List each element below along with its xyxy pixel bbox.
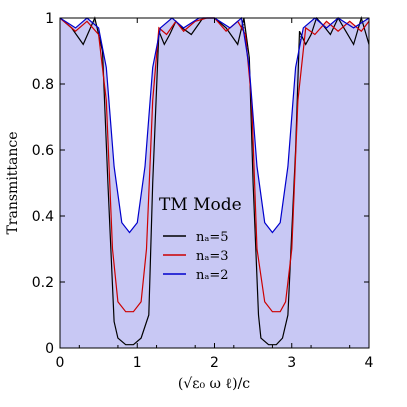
legend-title: TM Mode — [159, 195, 242, 215]
series-fills — [60, 18, 369, 348]
y-axis-label: Transmittance — [5, 131, 21, 234]
y-tick-label: 0.8 — [32, 77, 54, 93]
y-tick-label: 0.2 — [32, 275, 54, 291]
y-tick-label: 0.6 — [32, 143, 54, 159]
y-axis-ticks: 0 0.2 0.4 0.6 0.8 1 — [32, 11, 369, 357]
y-tick-label: 0 — [45, 341, 54, 357]
y-tick-label: 0.4 — [32, 209, 54, 225]
series-line-0 — [59, 15, 370, 346]
x-tick-label: 2 — [210, 355, 219, 371]
x-tick-label: 4 — [365, 355, 374, 371]
legend: TM Mode nₐ=5 nₐ=3 nₐ=2 — [159, 195, 242, 283]
x-tick-label: 0 — [56, 355, 65, 371]
y-tick-label: 1 — [45, 11, 54, 27]
legend-entry-label: nₐ=2 — [196, 268, 229, 283]
x-axis-label: (√ε₀ ω ℓ)/c — [178, 376, 250, 392]
series-fill-2 — [60, 18, 369, 348]
x-tick-label: 1 — [133, 355, 142, 371]
x-axis-ticks: 0 1 2 3 4 — [56, 18, 374, 371]
legend-entry-label: nₐ=3 — [196, 249, 229, 264]
x-tick-label: 3 — [287, 355, 296, 371]
legend-entry-label: nₐ=5 — [196, 230, 229, 245]
